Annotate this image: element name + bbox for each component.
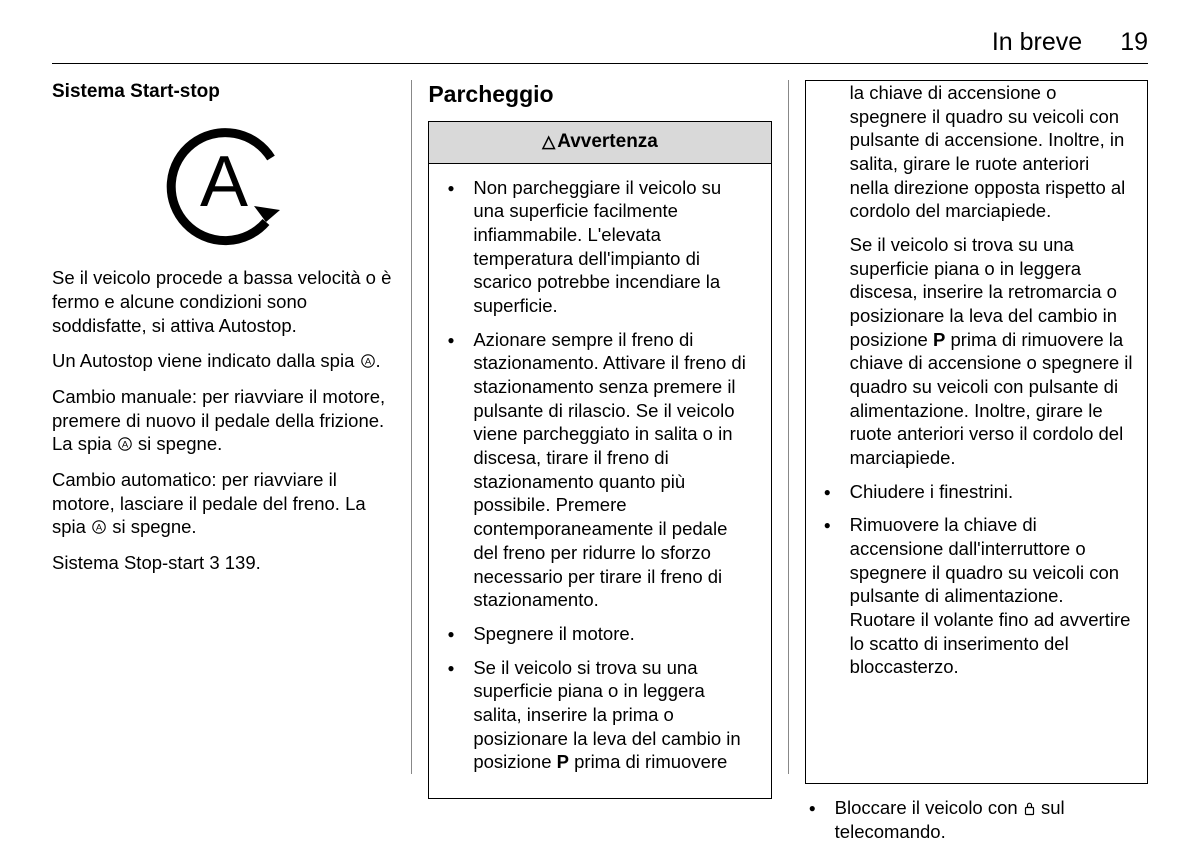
start-stop-heading: Sistema Start-stop [52,80,395,104]
col1-p2-pre: Un Autostop viene indicato dalla spia [52,350,360,371]
col1-p5-pre: Sistema Stop-start [52,552,209,573]
bullet4-bold: P [557,751,569,772]
svg-text:A: A [200,142,248,222]
warning-label: Avvertenza [557,131,658,152]
page-header: In breve 19 [52,28,1148,64]
svg-text:A: A [364,357,371,368]
warning-bullet: Chiudere i finestrini. [820,480,1133,504]
lock-icon [1023,801,1036,816]
three-column-layout: Sistema Start-stop A Se il veicolo proce… [52,80,1148,774]
col1-p3: Cambio manuale: per riavviare il motore,… [52,385,395,456]
cont2-bold: P [933,329,945,350]
autostop-small-icon: A [117,436,133,452]
parking-heading: Parcheggio [428,80,771,109]
warning-title: △Avvertenza [429,122,770,163]
col1-p2: Un Autostop viene indicato dalla spia A. [52,349,395,373]
after-warning-bullets: Bloccare il veicolo con sul telecomando. [805,796,1148,843]
warning-box: △Avvertenza Non parcheggiare il veicolo … [428,121,771,798]
col1-p4-post: si spegne. [107,516,196,537]
header-page-number: 19 [1120,28,1148,57]
col1-p2-post: . [376,350,381,371]
col1-p1: Se il veicolo procede a bassa velocità o… [52,266,395,337]
warning-bullets-col3: Chiudere i finestrini. Rimuovere la chia… [820,480,1133,679]
warning-box-continued: la chiave di accensione o spegnere il qu… [805,80,1148,784]
warning-triangle-icon: △ [542,132,555,151]
svg-text:A: A [122,440,129,451]
warning-bullets-col2: Non parcheggiare il veicolo su una super… [443,176,756,774]
lock-bullet: Bloccare il veicolo con sul telecomando. [805,796,1148,843]
warning-continuation: la chiave di accensione o spegnere il qu… [820,81,1133,223]
warning-body-col3: la chiave di accensione o spegnere il qu… [806,81,1147,703]
col1-p4: Cambio automatico: per riavviare il moto… [52,468,395,539]
manual-page: In breve 19 Sistema Start-stop A Se il v… [0,0,1200,802]
warning-bullet: Spegnere il motore. [443,622,756,646]
autostop-small-icon: A [360,353,376,369]
col1-p3-post: si spegne. [133,433,222,454]
autostop-figure: A [52,118,395,248]
column-1: Sistema Start-stop A Se il veicolo proce… [52,80,411,774]
header-chapter-title: In breve [992,28,1082,57]
svg-text:A: A [96,523,103,534]
autostop-icon: A [154,118,294,248]
col1-p5: Sistema Stop-start 3 139. [52,551,395,575]
warning-body-col2: Non parcheggiare il veicolo su una super… [429,164,770,798]
reference-arrow-icon: 3 [209,552,219,573]
autostop-small-icon: A [91,519,107,535]
lock-pre: Bloccare il veicolo con [835,797,1023,818]
column-2: Parcheggio △Avvertenza Non parcheggiare … [411,80,788,774]
warning-bullet: Non parcheggiare il veicolo su una super… [443,176,756,318]
warning-continuation: Se il veicolo si trova su una superficie… [820,233,1133,470]
warning-bullet: Azionare sempre il freno di stazionament… [443,328,756,612]
bullet4-post: prima di rimuovere [569,751,727,772]
column-3: la chiave di accensione o spegnere il qu… [789,80,1148,774]
col1-p5-page: 139. [220,552,261,573]
warning-bullet: Rimuovere la chiave di accensione dall'i… [820,513,1133,679]
warning-bullet: Se il veicolo si trova su una superficie… [443,656,756,774]
